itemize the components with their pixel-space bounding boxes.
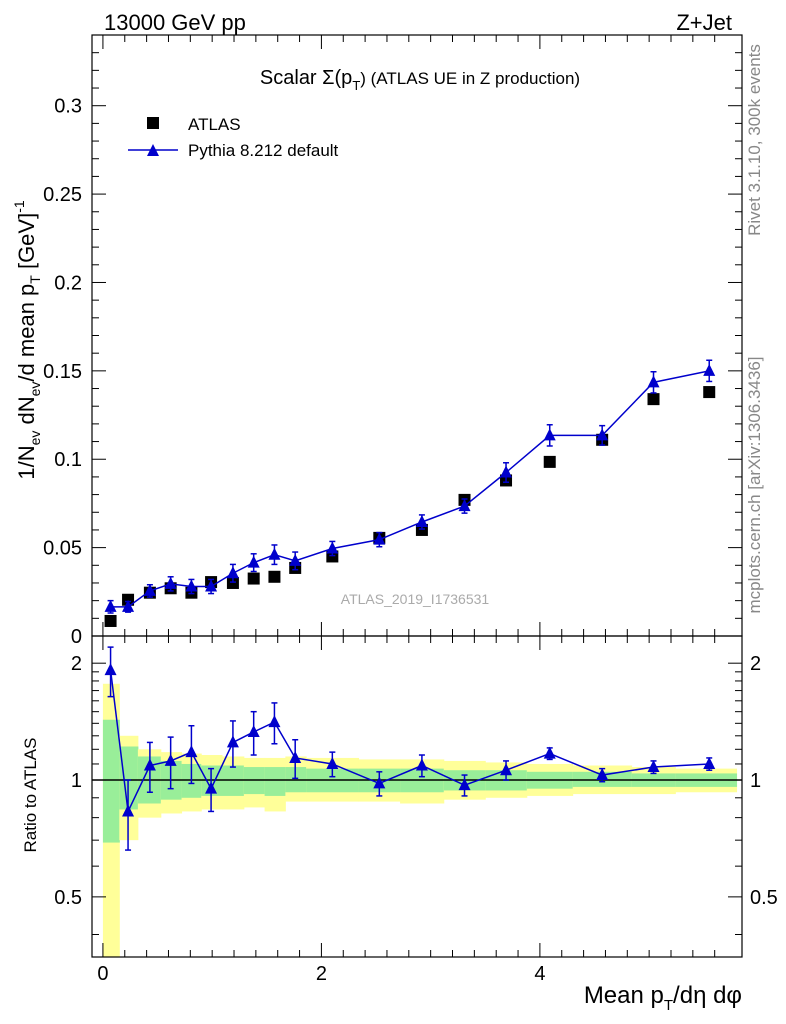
atlas-point bbox=[703, 386, 716, 399]
legend: ATLAS Pythia 8.212 default bbox=[128, 115, 339, 160]
header-energy-label: 13000 GeV pp bbox=[104, 10, 246, 35]
pythia-point bbox=[247, 555, 260, 568]
pythia-ratio-point bbox=[373, 776, 386, 789]
ratio-panel: 0 2 4 0.5 0.5 1 1 2 2 bbox=[54, 635, 778, 985]
legend-pythia-label: Pythia 8.212 default bbox=[188, 141, 339, 160]
pythia-ratio-point bbox=[543, 746, 556, 759]
rivet-label: Rivet 3.1.10, 300k events bbox=[745, 44, 764, 236]
pythia-ratio-point bbox=[247, 724, 260, 737]
main-title-main: Scalar Σ(p bbox=[260, 67, 352, 89]
main-title: Scalar Σ(pT) (ATLAS UE in Z production) bbox=[260, 67, 580, 93]
ratio-y-tick-label: 1 bbox=[71, 770, 82, 792]
ratio-y-tick-label-right: 1 bbox=[750, 770, 761, 792]
x-axis-label: Mean pT/dη dφ bbox=[584, 982, 742, 1014]
atlas-point bbox=[122, 593, 135, 606]
pythia-ratio-point bbox=[415, 758, 428, 771]
band-green bbox=[102, 719, 120, 843]
pythia-point bbox=[596, 428, 609, 441]
main-y-tick-label: 0.3 bbox=[54, 96, 82, 118]
pythia-point bbox=[543, 428, 556, 441]
pythia-point bbox=[458, 499, 471, 512]
atlas-point bbox=[104, 614, 117, 627]
main-y-tick-label: 0.05 bbox=[43, 538, 82, 560]
ratio-y-axis-label: Ratio to ATLAS bbox=[21, 738, 40, 853]
pythia-point bbox=[373, 532, 386, 545]
main-title-sub: T bbox=[352, 78, 360, 93]
pythia-point bbox=[703, 363, 716, 376]
band-green bbox=[264, 767, 286, 796]
pythia-point bbox=[326, 541, 339, 554]
pythia-ratio-point bbox=[289, 750, 302, 763]
pythia-point bbox=[226, 566, 239, 579]
main-y-tick-label: 0.1 bbox=[54, 449, 82, 471]
pythia-point bbox=[205, 579, 218, 592]
pythia-point bbox=[268, 547, 281, 560]
ratio-y-tick-label: 2 bbox=[71, 653, 82, 675]
pythia-point bbox=[647, 375, 660, 388]
atlas-point bbox=[543, 455, 556, 468]
atlas-point bbox=[268, 570, 281, 583]
pythia-point bbox=[104, 599, 117, 612]
pythia-ratio-point bbox=[268, 715, 281, 728]
main-y-tick-label: 0.15 bbox=[43, 361, 82, 383]
atlas-point bbox=[247, 572, 260, 585]
pythia-ratio-point bbox=[458, 778, 471, 791]
header-process-label: Z+Jet bbox=[676, 10, 732, 35]
pythia-point bbox=[500, 465, 513, 478]
pythia-point bbox=[185, 579, 198, 592]
analysis-watermark: ATLAS_2019_I1736531 bbox=[341, 591, 490, 607]
atlas-point bbox=[647, 393, 660, 406]
pythia-ratio-point bbox=[647, 760, 660, 773]
pythia-point bbox=[143, 583, 156, 596]
mcplots-label: mcplots.cern.ch [arXiv:1306.3436] bbox=[745, 356, 764, 613]
legend-pythia-marker bbox=[147, 144, 159, 156]
pythia-ratio-point bbox=[226, 735, 239, 748]
pythia-ratio-point bbox=[185, 745, 198, 758]
main-panel: 0 0.05 0.1 0.15 0.2 0.25 0.3 bbox=[43, 34, 743, 648]
pythia-ratio-point bbox=[500, 763, 513, 776]
legend-atlas-marker bbox=[147, 117, 159, 129]
main-title-rest: ) (ATLAS UE in Z production) bbox=[360, 69, 580, 88]
x-tick-label: 4 bbox=[534, 963, 545, 985]
main-y-tick-label: 0.2 bbox=[54, 272, 82, 294]
pythia-ratio-point bbox=[122, 804, 135, 817]
x-tick-label: 0 bbox=[97, 963, 108, 985]
pythia-point bbox=[122, 599, 135, 612]
band-green bbox=[119, 746, 139, 810]
main-y-tick-label: 0 bbox=[71, 626, 82, 648]
x-tick-label: 2 bbox=[316, 963, 327, 985]
pythia-ratio-point bbox=[164, 753, 177, 766]
ratio-frame bbox=[91, 635, 743, 958]
main-y-tick-label: 0.25 bbox=[43, 184, 82, 206]
pythia-ratio-point bbox=[703, 756, 716, 769]
pythia-ratio-point bbox=[143, 758, 156, 771]
pythia-point bbox=[164, 576, 177, 589]
pythia-ratio-point bbox=[596, 768, 609, 781]
ratio-y-tick-label: 0.5 bbox=[54, 887, 82, 909]
pythia-point bbox=[289, 553, 302, 566]
pythia-ratio-point bbox=[326, 756, 339, 769]
pythia-ratio-point bbox=[205, 781, 218, 794]
atlas-point bbox=[226, 576, 239, 589]
pythia-ratio-point bbox=[104, 663, 117, 676]
ratio-y-tick-label-right: 2 bbox=[750, 653, 761, 675]
main-y-axis-label: 1/Nev dNev/d mean pT [GeV]-1 bbox=[11, 200, 43, 480]
ratio-y-tick-label-right: 0.5 bbox=[750, 887, 778, 909]
pythia-point bbox=[415, 514, 428, 527]
legend-atlas-label: ATLAS bbox=[188, 115, 241, 134]
